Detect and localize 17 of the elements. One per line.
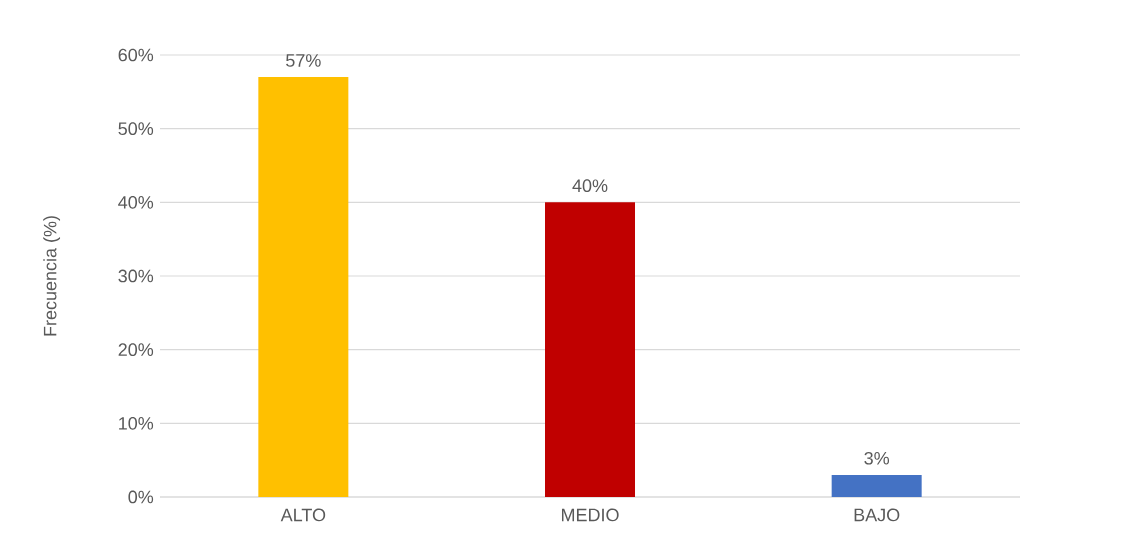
y-tick-label: 0% <box>128 490 154 504</box>
bar <box>258 77 349 497</box>
data-label: 57% <box>286 54 321 67</box>
x-tick-label: BAJO <box>854 508 900 522</box>
y-axis-title: Frecuencia (%) <box>43 216 61 336</box>
y-tick-label: 50% <box>118 122 154 136</box>
bar <box>545 202 636 497</box>
x-tick-label: ALTO <box>280 508 326 522</box>
y-tick-label: 20% <box>118 343 154 357</box>
x-tick-label: MEDIO <box>561 508 619 522</box>
data-label: 3% <box>864 451 890 465</box>
y-tick-label: 30% <box>118 269 154 283</box>
bar <box>831 474 922 497</box>
y-tick-label: 10% <box>119 416 154 430</box>
data-label: 40% <box>572 179 608 193</box>
y-tick-label: 60% <box>118 48 154 62</box>
y-tick-label: 40% <box>118 195 154 209</box>
